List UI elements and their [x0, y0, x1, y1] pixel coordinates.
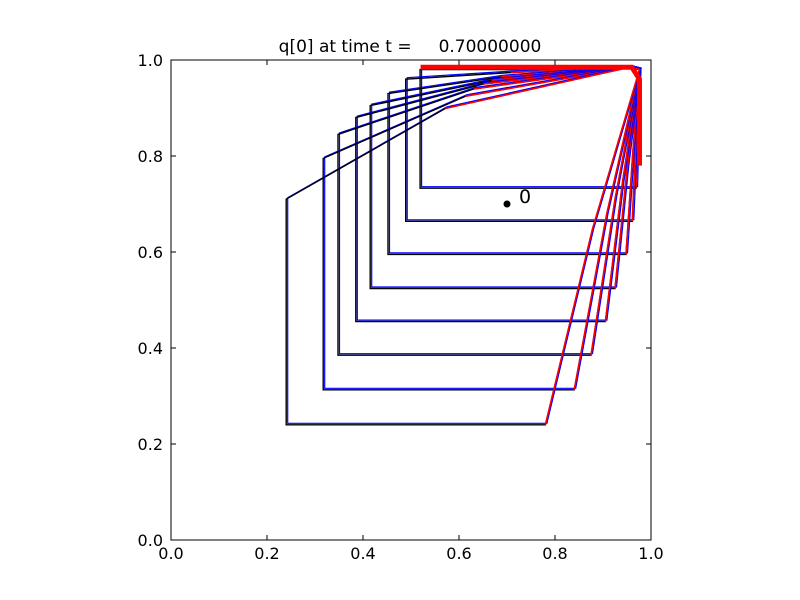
annotations: 0 [503, 186, 531, 208]
x-tick-label: 0.0 [158, 544, 183, 563]
annotation-label: 0 [519, 186, 531, 208]
refined-patch-outline [338, 65, 642, 355]
plot-area [285, 64, 642, 426]
x-tick-label: 0.6 [446, 544, 471, 563]
y-tick-label: 0.8 [138, 147, 163, 166]
x-tick-label: 0.2 [254, 544, 279, 563]
y-tick-label: 1.0 [138, 51, 163, 70]
x-tick-label: 0.8 [542, 544, 567, 563]
chart-title: q[0] at time t = 0.70000000 [279, 37, 542, 57]
x-tick-label: 0.4 [350, 544, 375, 563]
y-tick-label: 0.6 [138, 243, 163, 262]
axes-frame [170, 59, 652, 541]
refined-patch-outline [324, 65, 642, 389]
patch-boundary-segment [445, 66, 641, 425]
patch-boundary-bundle [420, 64, 642, 166]
y-tick-label: 0.2 [138, 435, 163, 454]
axes: 0.0 0.2 0.4 0.6 0.8 1.0 0.0 0.2 0.4 0.6 0.8 1.0 [138, 51, 664, 563]
y-tick-label: 0.0 [138, 531, 163, 550]
x-tick-label: 1.0 [638, 544, 663, 563]
annotation-marker [503, 200, 511, 208]
y-tick-label: 0.4 [138, 339, 163, 358]
